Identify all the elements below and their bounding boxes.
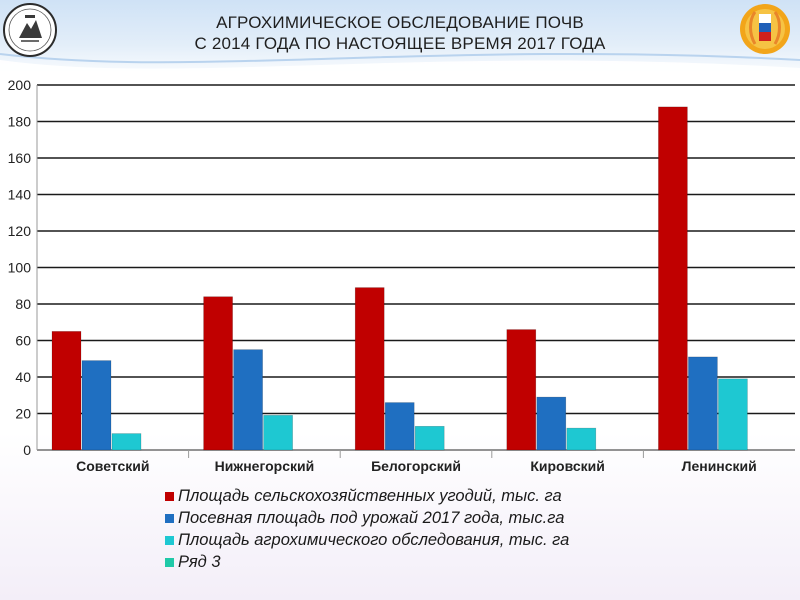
bar-series-2 [536, 396, 567, 451]
legend-item: Посевная площадь под урожай 2017 года, т… [165, 507, 765, 529]
x-tick-label: Кировский [530, 458, 605, 474]
y-tick-label: 140 [8, 187, 32, 203]
title-line-2: С 2014 ГОДА ПО НАСТОЯЩЕЕ ВРЕМЯ 2017 ГОДА [194, 34, 606, 53]
legend-swatch [165, 557, 174, 567]
y-tick-label: 100 [8, 260, 32, 276]
x-tick-label: Советский [76, 458, 149, 474]
legend-label: Площадь агрохимического обследования, ты… [178, 530, 570, 549]
legend-label: Ряд 3 [178, 552, 221, 571]
bar-series-2 [233, 349, 263, 451]
y-tick-label: 160 [8, 150, 32, 166]
bar-series-3 [414, 425, 445, 451]
legend-item: Ряд 3 [165, 551, 765, 573]
legend-label: Посевная площадь под урожай 2017 года, т… [178, 508, 565, 527]
x-tick-label: Нижнегорский [215, 458, 315, 474]
bar-series-1 [203, 296, 233, 451]
bar-series-1 [658, 106, 688, 451]
bar-series-1 [51, 331, 82, 451]
legend-swatch [165, 491, 174, 501]
header-wave-decoration [0, 52, 800, 90]
chart-legend: Площадь сельскохозяйственных угодий, тыс… [165, 485, 765, 573]
bar-series-3 [111, 433, 142, 451]
y-tick-label: 20 [15, 406, 31, 422]
bar-series-2 [688, 356, 718, 451]
wheat-ear-flag-emblem-icon [735, 2, 795, 56]
x-tick-label: Белогорский [371, 458, 461, 474]
y-tick-label: 200 [8, 77, 32, 93]
legend-item: Площадь агрохимического обследования, ты… [165, 529, 765, 551]
bar-series-3 [566, 427, 597, 451]
bar-chart: 0 20 40 60 80 100 120 140 160 180 200 Советский Нижн… [8, 77, 795, 474]
title-line-1: АГРОХИМИЧЕСКОЕ ОБСЛЕДОВАНИЕ ПОЧВ [216, 13, 584, 32]
y-tick-label: 80 [15, 296, 31, 312]
bar-series-1 [506, 329, 537, 451]
y-tick-label: 40 [15, 369, 31, 385]
bar-series-2 [384, 402, 415, 451]
legend-swatch [165, 535, 174, 545]
bar-series-3 [263, 415, 293, 451]
bar-series-2 [81, 360, 112, 451]
bar-series-3 [718, 378, 748, 451]
y-tick-label: 0 [23, 442, 31, 458]
legend-label: Площадь сельскохозяйственных угодий, тыс… [178, 486, 562, 505]
agrochem-service-emblem-icon [3, 3, 57, 57]
y-tick-label: 60 [15, 333, 31, 349]
page-title: АГРОХИМИЧЕСКОЕ ОБСЛЕДОВАНИЕ ПОЧВ С 2014 … [150, 12, 650, 54]
legend-swatch [165, 513, 174, 523]
y-tick-label: 180 [8, 114, 32, 130]
bar-series-1 [354, 287, 385, 451]
legend-item: Площадь сельскохозяйственных угодий, тыс… [165, 485, 765, 507]
x-tick-label: Ленинский [682, 458, 757, 474]
y-tick-label: 120 [8, 223, 32, 239]
